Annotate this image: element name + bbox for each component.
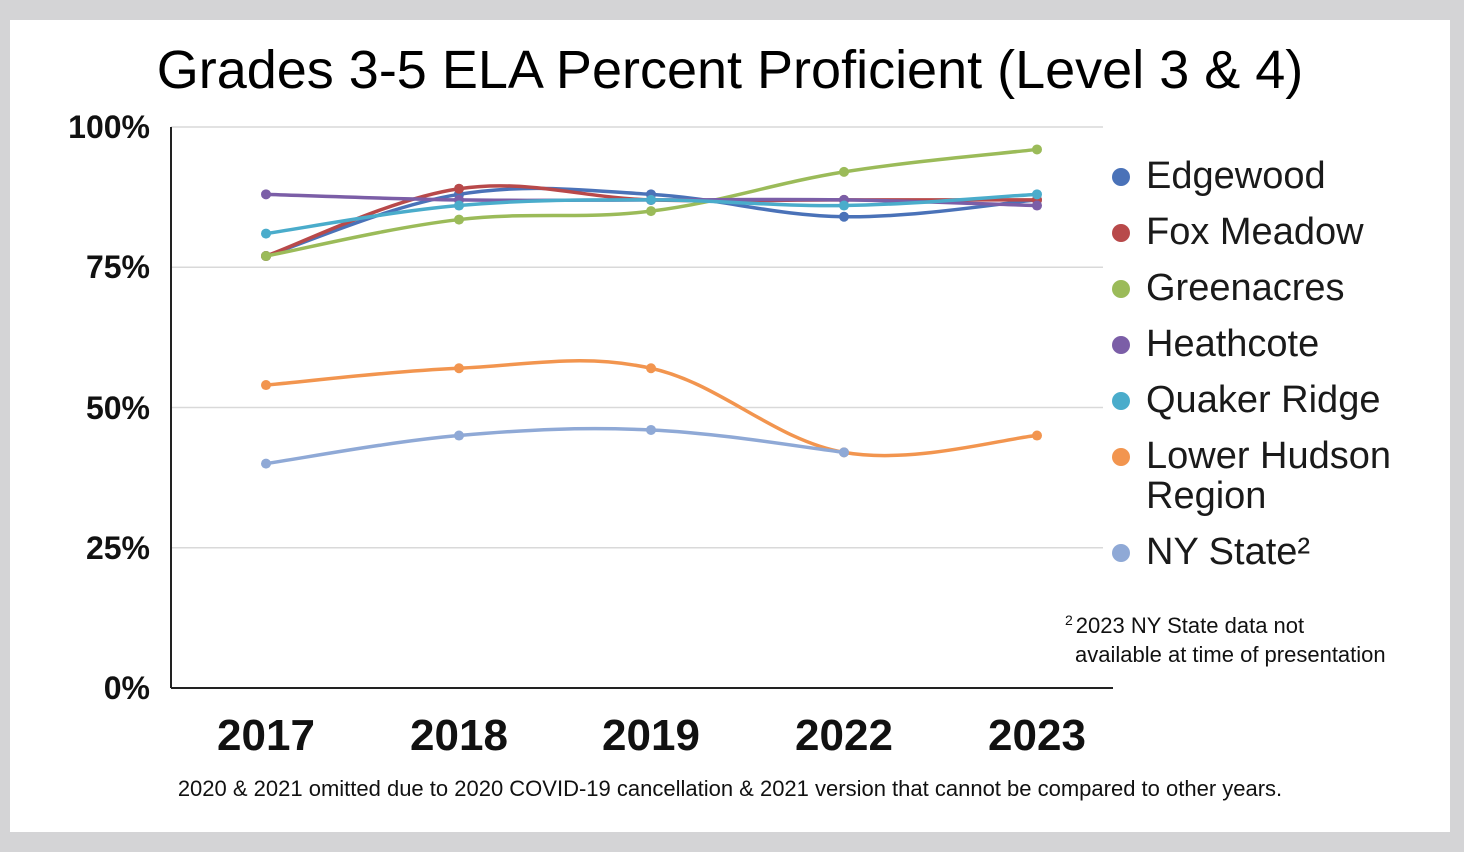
footnote-marker: 2 (1065, 612, 1073, 628)
legend-item-1: Fox Meadow (1110, 212, 1391, 252)
line-chart (170, 126, 1113, 689)
legend-label: Edgewood (1146, 155, 1326, 197)
data-point (839, 200, 849, 211)
legend-item-0: Edgewood (1110, 156, 1391, 196)
x-tick-label: 2022 (795, 711, 893, 760)
data-point (839, 447, 849, 458)
data-point (261, 189, 271, 200)
x-tick-label: 2019 (602, 711, 700, 760)
data-point (454, 214, 464, 225)
data-point (454, 363, 464, 374)
slide: Grades 3-5 ELA Percent Proficient (Level… (10, 20, 1450, 832)
legend-label: Greenacres (1146, 267, 1345, 309)
legend-swatch (1112, 168, 1130, 186)
data-point (1032, 144, 1042, 155)
data-point (1032, 189, 1042, 200)
legend-swatch (1112, 280, 1130, 298)
x-tick-label: 2017 (217, 711, 315, 760)
y-tick-label: 25% (85, 529, 150, 566)
y-tick-label: 75% (85, 249, 150, 286)
legend-item-5: Lower Hudson Region (1110, 436, 1391, 516)
data-point (646, 206, 656, 217)
y-tick-label: 50% (85, 389, 150, 426)
omission-note: 2020 & 2021 omitted due to 2020 COVID-19… (177, 776, 1283, 801)
data-point (839, 166, 849, 177)
legend-label: Heathcote (1146, 323, 1320, 365)
x-tick-label: 2018 (410, 711, 508, 760)
chart-title: Grades 3-5 ELA Percent Proficient (Level… (156, 40, 1304, 100)
legend-item-3: Heathcote (1110, 324, 1391, 364)
legend-swatch (1112, 392, 1130, 410)
legend-swatch (1112, 544, 1130, 562)
data-point (646, 363, 656, 374)
legend-label: Lower Hudson (1146, 435, 1392, 477)
series-line-6 (264, 426, 846, 466)
data-point (454, 430, 464, 441)
footnote-line-2: available at time of presentation (1075, 642, 1386, 667)
data-point (1032, 430, 1042, 441)
legend-label: NY State² (1146, 531, 1311, 573)
data-point (454, 200, 464, 211)
footnote: 2 2023 NY State data not available at tim… (1065, 606, 1386, 669)
x-tick-label: 2023 (988, 711, 1086, 760)
y-tick-label: 0% (103, 670, 150, 706)
data-point (261, 228, 271, 239)
legend-swatch (1112, 448, 1130, 466)
legend-swatch (1112, 224, 1130, 242)
data-point (646, 424, 656, 435)
legend-item-6: NY State² (1110, 532, 1391, 572)
data-point (839, 211, 849, 222)
legend: Edgewood Fox Meadow Greenacres Heathcote Qua… (1110, 156, 1391, 588)
legend-item-4: Quaker Ridge (1110, 380, 1391, 420)
legend-item-2: Greenacres (1110, 268, 1391, 308)
footnote-line-1: 2023 NY State data not (1075, 613, 1305, 638)
data-point (261, 458, 271, 469)
data-point (1032, 200, 1042, 211)
data-point (261, 380, 271, 391)
y-tick-label: 100% (68, 109, 150, 145)
data-point (646, 194, 656, 205)
legend-label: Region (1146, 475, 1267, 517)
data-point (454, 183, 464, 194)
legend-label: Fox Meadow (1146, 211, 1364, 253)
legend-swatch (1112, 336, 1130, 354)
data-point (261, 251, 271, 262)
legend-label: Quaker Ridge (1146, 379, 1381, 421)
